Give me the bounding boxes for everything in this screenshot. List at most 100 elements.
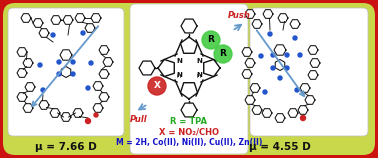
Polygon shape — [180, 83, 198, 99]
Polygon shape — [75, 14, 85, 22]
Polygon shape — [245, 10, 255, 18]
Text: μ = 7.66 D: μ = 7.66 D — [35, 142, 97, 152]
Polygon shape — [181, 103, 197, 117]
Circle shape — [57, 72, 61, 76]
Polygon shape — [252, 20, 262, 28]
Circle shape — [94, 113, 98, 117]
Circle shape — [71, 72, 75, 76]
Text: H: H — [197, 73, 201, 79]
Polygon shape — [63, 16, 73, 24]
FancyBboxPatch shape — [250, 8, 368, 136]
Polygon shape — [181, 19, 197, 33]
Polygon shape — [17, 48, 27, 56]
Polygon shape — [262, 109, 272, 117]
Polygon shape — [25, 83, 35, 91]
Polygon shape — [263, 10, 273, 18]
Text: Pull: Pull — [130, 115, 148, 125]
Polygon shape — [39, 101, 49, 109]
Circle shape — [41, 88, 45, 92]
Text: Push: Push — [228, 12, 251, 21]
Text: N: N — [196, 72, 202, 78]
Polygon shape — [50, 109, 60, 117]
Text: μ = 4.55 D: μ = 4.55 D — [249, 142, 311, 152]
Circle shape — [89, 61, 93, 65]
Polygon shape — [308, 46, 318, 54]
Polygon shape — [93, 104, 103, 112]
Circle shape — [293, 36, 297, 40]
FancyBboxPatch shape — [3, 3, 375, 155]
FancyBboxPatch shape — [130, 4, 248, 154]
Polygon shape — [242, 70, 252, 78]
Polygon shape — [39, 29, 49, 37]
Polygon shape — [93, 82, 103, 90]
Polygon shape — [300, 84, 310, 92]
Polygon shape — [250, 84, 260, 92]
Text: X = NO₂/CHO: X = NO₂/CHO — [159, 128, 219, 137]
Text: X: X — [153, 82, 161, 91]
Polygon shape — [308, 71, 318, 79]
Polygon shape — [23, 104, 33, 112]
Circle shape — [38, 63, 42, 67]
Polygon shape — [51, 16, 61, 24]
Circle shape — [278, 76, 282, 80]
Polygon shape — [245, 59, 255, 67]
Circle shape — [214, 45, 232, 63]
Polygon shape — [17, 69, 27, 77]
Circle shape — [268, 32, 272, 36]
Polygon shape — [245, 96, 255, 104]
Polygon shape — [288, 109, 298, 117]
Circle shape — [148, 77, 166, 95]
Polygon shape — [310, 59, 320, 67]
Polygon shape — [305, 96, 315, 104]
Text: R: R — [208, 36, 214, 45]
Polygon shape — [158, 59, 174, 77]
Polygon shape — [298, 106, 308, 114]
Polygon shape — [85, 24, 95, 32]
Text: N: N — [176, 72, 182, 78]
Text: R: R — [220, 49, 226, 58]
Circle shape — [301, 115, 305, 121]
Polygon shape — [278, 14, 288, 22]
Polygon shape — [103, 58, 113, 66]
Polygon shape — [275, 60, 285, 70]
Polygon shape — [275, 114, 285, 122]
Text: R = TPA: R = TPA — [170, 118, 208, 127]
Circle shape — [259, 54, 263, 58]
Polygon shape — [17, 93, 27, 101]
Circle shape — [285, 53, 289, 57]
Polygon shape — [242, 48, 252, 56]
Circle shape — [86, 86, 90, 90]
Polygon shape — [252, 106, 262, 114]
Polygon shape — [204, 59, 220, 77]
Circle shape — [71, 60, 75, 64]
Polygon shape — [91, 14, 101, 22]
Polygon shape — [139, 61, 155, 75]
Polygon shape — [60, 50, 72, 60]
FancyBboxPatch shape — [8, 8, 124, 136]
Text: M = 2H, Co(II), Ni(II), Cu(II), Zn(II): M = 2H, Co(II), Ni(II), Cu(II), Zn(II) — [116, 137, 262, 146]
Text: H: H — [177, 73, 181, 79]
Polygon shape — [61, 113, 71, 121]
Polygon shape — [99, 70, 109, 78]
Circle shape — [285, 66, 289, 70]
Polygon shape — [99, 46, 109, 54]
Polygon shape — [99, 93, 109, 101]
Circle shape — [57, 60, 61, 64]
Polygon shape — [21, 14, 31, 22]
Polygon shape — [23, 59, 33, 67]
Polygon shape — [33, 19, 43, 27]
Circle shape — [202, 31, 220, 49]
Circle shape — [51, 33, 55, 37]
Circle shape — [271, 66, 275, 70]
Polygon shape — [180, 37, 198, 53]
Circle shape — [298, 53, 302, 57]
Circle shape — [81, 31, 85, 35]
Polygon shape — [61, 67, 71, 78]
Text: N: N — [196, 58, 202, 64]
Circle shape — [263, 90, 267, 94]
Circle shape — [271, 53, 275, 57]
Text: N: N — [176, 58, 182, 64]
Polygon shape — [274, 45, 286, 55]
Polygon shape — [73, 109, 83, 117]
Circle shape — [85, 118, 90, 124]
